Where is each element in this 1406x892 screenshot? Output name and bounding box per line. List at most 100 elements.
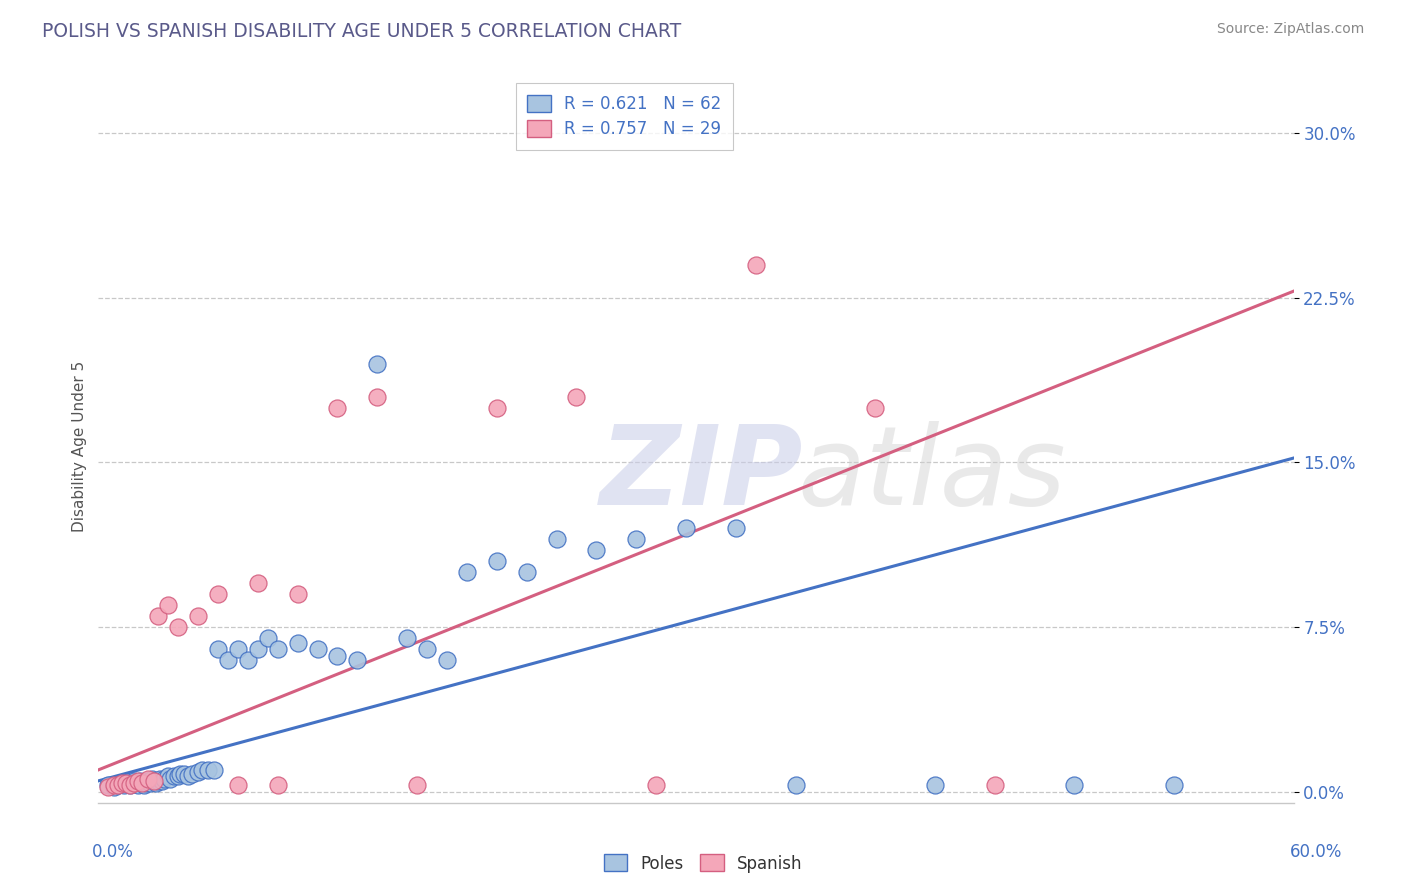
Point (107, 778, 129, 792)
Point (436, 653, 458, 667)
Point (124, 776, 146, 790)
Point (217, 653, 239, 667)
Text: Source: ZipAtlas.com: Source: ZipAtlas.com (1216, 22, 1364, 37)
Point (120, 778, 142, 792)
Legend: R = 0.621   N = 62, R = 0.757   N = 29: R = 0.621 N = 62, R = 0.757 N = 29 (516, 83, 733, 150)
Point (149, 772, 172, 786)
Point (1063, 778, 1085, 792)
Point (745, 258, 768, 272)
Point (287, 635, 309, 649)
Text: ZIP: ZIP (600, 421, 804, 528)
Point (546, 533, 568, 547)
Point (157, 598, 180, 612)
Point (456, 566, 478, 580)
Point (516, 566, 538, 580)
Point (125, 776, 148, 790)
Point (143, 773, 166, 788)
Point (97, 778, 120, 792)
Point (246, 642, 269, 657)
Point (626, 533, 648, 547)
Point (103, 778, 125, 792)
Text: atlas: atlas (797, 421, 1066, 528)
Point (187, 765, 209, 780)
Point (645, 778, 668, 792)
Point (115, 776, 138, 790)
Point (307, 642, 329, 657)
Point (565, 390, 588, 404)
Point (120, 778, 142, 792)
Point (181, 767, 204, 781)
Point (177, 769, 200, 783)
Point (865, 401, 887, 415)
Point (153, 772, 176, 786)
Point (485, 401, 508, 415)
Point (197, 763, 219, 777)
Point (157, 769, 180, 783)
Point (207, 587, 229, 601)
Point (97, 780, 120, 795)
Text: 0.0%: 0.0% (91, 843, 134, 861)
Point (148, 773, 170, 788)
Point (169, 767, 191, 781)
Point (406, 778, 429, 792)
Point (107, 778, 129, 792)
Point (150, 773, 173, 788)
Point (366, 390, 388, 404)
Point (924, 778, 946, 792)
Point (326, 648, 349, 663)
Y-axis label: Disability Age Under 5: Disability Age Under 5 (72, 360, 87, 532)
Point (326, 401, 349, 415)
Point (131, 776, 153, 790)
Point (141, 772, 163, 786)
Point (785, 778, 807, 792)
Point (131, 776, 153, 790)
Point (256, 631, 278, 645)
Point (136, 772, 159, 786)
Point (226, 778, 249, 792)
Point (103, 780, 125, 795)
Point (366, 357, 388, 371)
Point (163, 769, 186, 783)
Point (346, 653, 368, 667)
Point (167, 769, 190, 783)
Point (111, 776, 134, 790)
Point (148, 609, 170, 624)
Point (145, 776, 167, 790)
Point (202, 763, 225, 777)
Point (173, 767, 195, 781)
Point (724, 521, 747, 535)
Point (585, 543, 607, 558)
Point (129, 773, 152, 788)
Point (236, 653, 259, 667)
Point (143, 773, 166, 788)
Point (191, 763, 214, 777)
Legend: Poles, Spanish: Poles, Spanish (598, 847, 808, 880)
Point (111, 776, 134, 790)
Point (134, 778, 156, 792)
Point (267, 778, 290, 792)
Point (246, 576, 269, 591)
Point (226, 642, 249, 657)
Text: 60.0%: 60.0% (1291, 843, 1343, 861)
Point (1163, 778, 1185, 792)
Point (675, 521, 697, 535)
Point (416, 642, 439, 657)
Point (167, 620, 190, 634)
Text: POLISH VS SPANISH DISABILITY AGE UNDER 5 CORRELATION CHART: POLISH VS SPANISH DISABILITY AGE UNDER 5… (42, 22, 682, 41)
Point (127, 773, 149, 788)
Point (485, 554, 508, 568)
Point (135, 776, 157, 790)
Point (124, 773, 146, 788)
Point (267, 642, 290, 657)
Point (136, 773, 159, 788)
Point (207, 642, 229, 657)
Point (396, 631, 419, 645)
Point (139, 776, 162, 790)
Point (159, 772, 181, 786)
Point (117, 776, 139, 790)
Point (112, 778, 135, 792)
Point (187, 609, 209, 624)
Point (984, 778, 1007, 792)
Point (127, 778, 149, 792)
Point (287, 587, 309, 601)
